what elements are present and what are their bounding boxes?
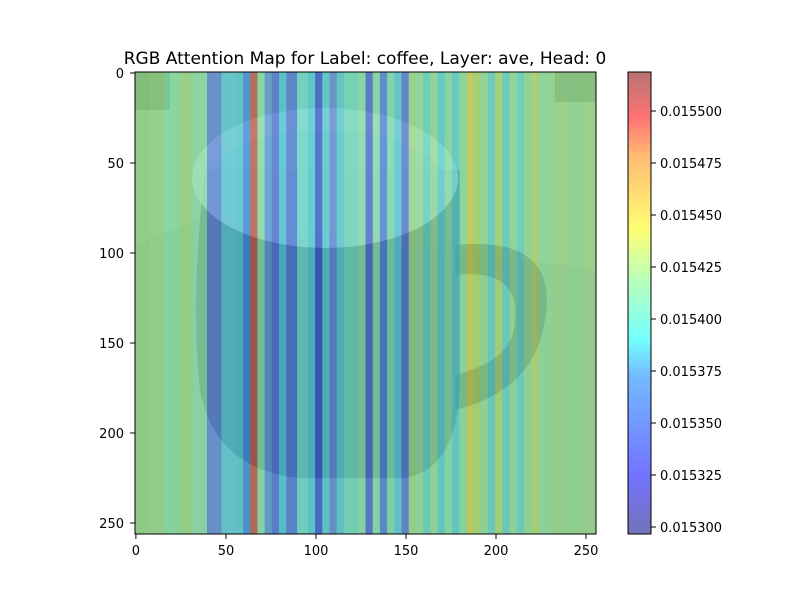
attention-column bbox=[451, 72, 460, 534]
attention-column bbox=[235, 72, 244, 534]
attention-column bbox=[336, 72, 345, 534]
y-tick-label: 50 bbox=[107, 157, 124, 172]
attention-column bbox=[459, 72, 467, 534]
attention-column bbox=[135, 72, 150, 534]
attention-column bbox=[437, 72, 446, 534]
colorbar-tick-label: 0.015500 bbox=[660, 105, 722, 120]
attention-column bbox=[552, 72, 568, 534]
attention-column bbox=[243, 72, 251, 534]
colorbar-gradient bbox=[628, 72, 651, 534]
attention-overlay bbox=[135, 72, 596, 534]
attention-column bbox=[271, 72, 280, 534]
attention-column bbox=[322, 72, 330, 534]
y-tick-label: 150 bbox=[99, 337, 124, 352]
x-axis: 0 50 100 150 200 250 bbox=[132, 534, 599, 559]
attention-column bbox=[250, 72, 258, 534]
attention-column bbox=[423, 72, 431, 534]
x-tick-label: 100 bbox=[304, 544, 329, 559]
attention-column bbox=[163, 72, 179, 534]
attention-column bbox=[394, 72, 403, 534]
x-tick-label: 50 bbox=[218, 544, 235, 559]
colorbar: 0.015500 0.015475 0.015450 0.015425 0.01… bbox=[627, 71, 722, 536]
attention-column bbox=[430, 72, 439, 534]
attention-column bbox=[567, 72, 583, 534]
colorbar-tick-label: 0.015475 bbox=[660, 157, 722, 172]
attention-column bbox=[286, 72, 298, 534]
y-tick-label: 0 bbox=[116, 67, 124, 82]
attention-column bbox=[487, 72, 496, 534]
attention-column bbox=[264, 72, 273, 534]
attention-column bbox=[495, 72, 503, 534]
attention-column bbox=[315, 72, 323, 534]
attention-column bbox=[502, 72, 511, 534]
attention-column bbox=[480, 72, 489, 534]
attention-column bbox=[581, 72, 596, 534]
attention-column bbox=[221, 72, 237, 534]
plot-area bbox=[135, 72, 596, 534]
colorbar-tick-label: 0.015375 bbox=[660, 365, 722, 380]
attention-column bbox=[531, 72, 539, 534]
colorbar-tick-label: 0.015400 bbox=[660, 313, 722, 328]
attention-column bbox=[279, 72, 287, 534]
attention-column bbox=[307, 72, 316, 534]
x-tick-label: 250 bbox=[574, 544, 599, 559]
plot-frame bbox=[134, 71, 597, 535]
attention-column bbox=[192, 72, 208, 534]
attention-column bbox=[178, 72, 194, 534]
colorbar-tick-label: 0.015425 bbox=[660, 261, 722, 276]
attention-column bbox=[372, 72, 381, 534]
attention-column bbox=[365, 72, 374, 534]
y-tick-label: 100 bbox=[99, 247, 124, 262]
attention-column bbox=[473, 72, 482, 534]
colorbar-tick-label: 0.015325 bbox=[660, 469, 722, 484]
y-axis: 0 50 100 150 200 250 bbox=[99, 67, 135, 532]
attention-column bbox=[509, 72, 518, 534]
attention-column bbox=[387, 72, 395, 534]
attention-column bbox=[538, 72, 554, 534]
attention-column bbox=[516, 72, 525, 534]
colorbar-tick-label: 0.015350 bbox=[660, 417, 722, 432]
colorbar-tick-label: 0.015300 bbox=[660, 521, 722, 536]
attention-column bbox=[466, 72, 475, 534]
attention-column bbox=[379, 72, 388, 534]
colorbar-tick-label: 0.015450 bbox=[660, 209, 722, 224]
attention-column bbox=[149, 72, 165, 534]
attention-column bbox=[401, 72, 410, 534]
x-tick-label: 200 bbox=[484, 544, 509, 559]
attention-column bbox=[415, 72, 424, 534]
attention-column bbox=[444, 72, 453, 534]
attention-column bbox=[297, 72, 309, 534]
attention-column bbox=[257, 72, 266, 534]
x-tick-label: 150 bbox=[394, 544, 419, 559]
x-tick-label: 0 bbox=[132, 544, 140, 559]
attention-column bbox=[329, 72, 338, 534]
attention-column bbox=[408, 72, 417, 534]
attention-column bbox=[207, 72, 222, 534]
attention-column bbox=[358, 72, 366, 534]
figure-title: RGB Attention Map for Label: coffee, Lay… bbox=[124, 49, 607, 69]
attention-column bbox=[343, 72, 359, 534]
attention-column bbox=[523, 72, 532, 534]
y-tick-label: 250 bbox=[99, 517, 124, 532]
y-tick-label: 200 bbox=[99, 427, 124, 442]
